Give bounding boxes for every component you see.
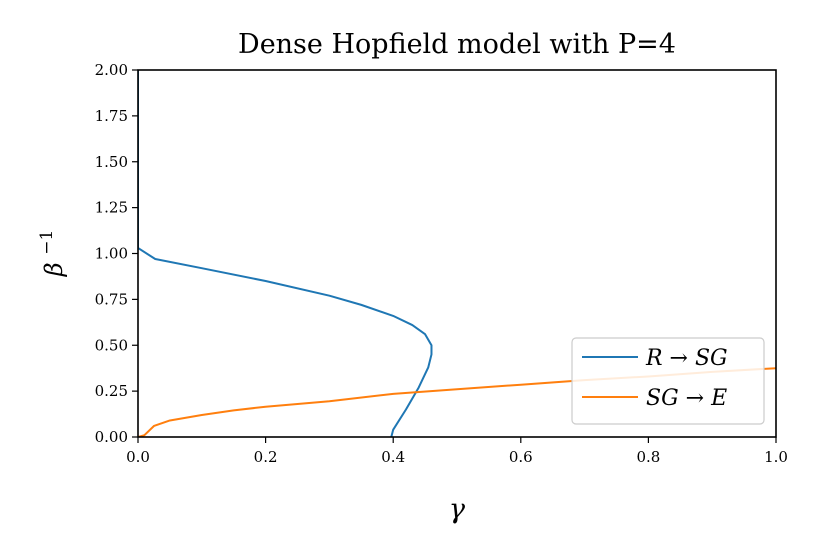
legend-box (571, 337, 765, 425)
legend-label-sg-to-e: SG → E (646, 386, 727, 411)
x-tick-label: 0.6 (509, 448, 533, 466)
legend: R → SG SG → E (571, 337, 765, 425)
y-tick-label: 1.00 (95, 245, 128, 263)
x-axis-ticks: 0.0 0.2 0.4 0.6 0.8 1.0 (126, 437, 788, 466)
y-tick-label: 1.50 (95, 153, 128, 171)
x-tick-label: 0.0 (126, 448, 150, 466)
y-tick-label: 0.50 (95, 336, 128, 354)
svg-text:β −1: β −1 (37, 230, 68, 278)
y-tick-label: 1.25 (95, 199, 128, 217)
x-tick-label: 0.4 (381, 448, 405, 466)
series-line-r-to-sg (138, 70, 433, 437)
x-tick-label: 1.0 (764, 448, 788, 466)
y-tick-label: 0.75 (95, 290, 128, 308)
x-tick-label: 0.2 (254, 448, 278, 466)
x-tick-label: 0.8 (636, 448, 660, 466)
y-tick-label: 0.00 (95, 428, 128, 446)
y-axis-label-superscript: −1 (37, 230, 57, 255)
y-axis-label: β −1 (37, 230, 68, 278)
y-tick-label: 0.25 (95, 382, 128, 400)
x-axis-label: γ (449, 494, 466, 525)
y-axis-ticks: 0.00 0.25 0.50 0.75 1.00 1.25 1.50 1.75 2.00 (95, 61, 138, 446)
legend-label-r-to-sg: R → SG (645, 346, 728, 371)
y-tick-label: 2.00 (95, 61, 128, 79)
y-tick-label: 1.75 (95, 107, 128, 125)
y-axis-label-base: β (40, 262, 68, 277)
chart-title: Dense Hopfield model with P=4 (238, 29, 676, 60)
